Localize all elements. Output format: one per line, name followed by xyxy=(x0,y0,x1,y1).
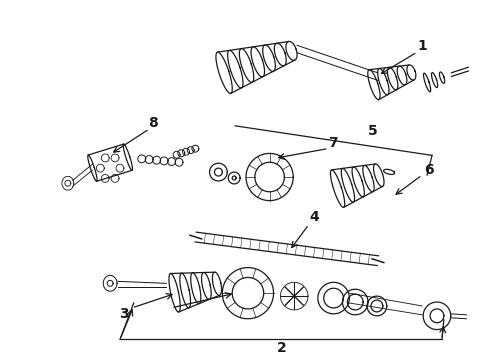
Text: 7: 7 xyxy=(328,136,338,149)
Text: 6: 6 xyxy=(424,163,434,177)
Text: 1: 1 xyxy=(417,39,427,53)
Text: 4: 4 xyxy=(309,210,319,224)
Text: 8: 8 xyxy=(148,116,158,130)
Text: 5: 5 xyxy=(368,124,378,138)
Text: 2: 2 xyxy=(276,341,286,355)
Text: 3: 3 xyxy=(119,307,129,321)
